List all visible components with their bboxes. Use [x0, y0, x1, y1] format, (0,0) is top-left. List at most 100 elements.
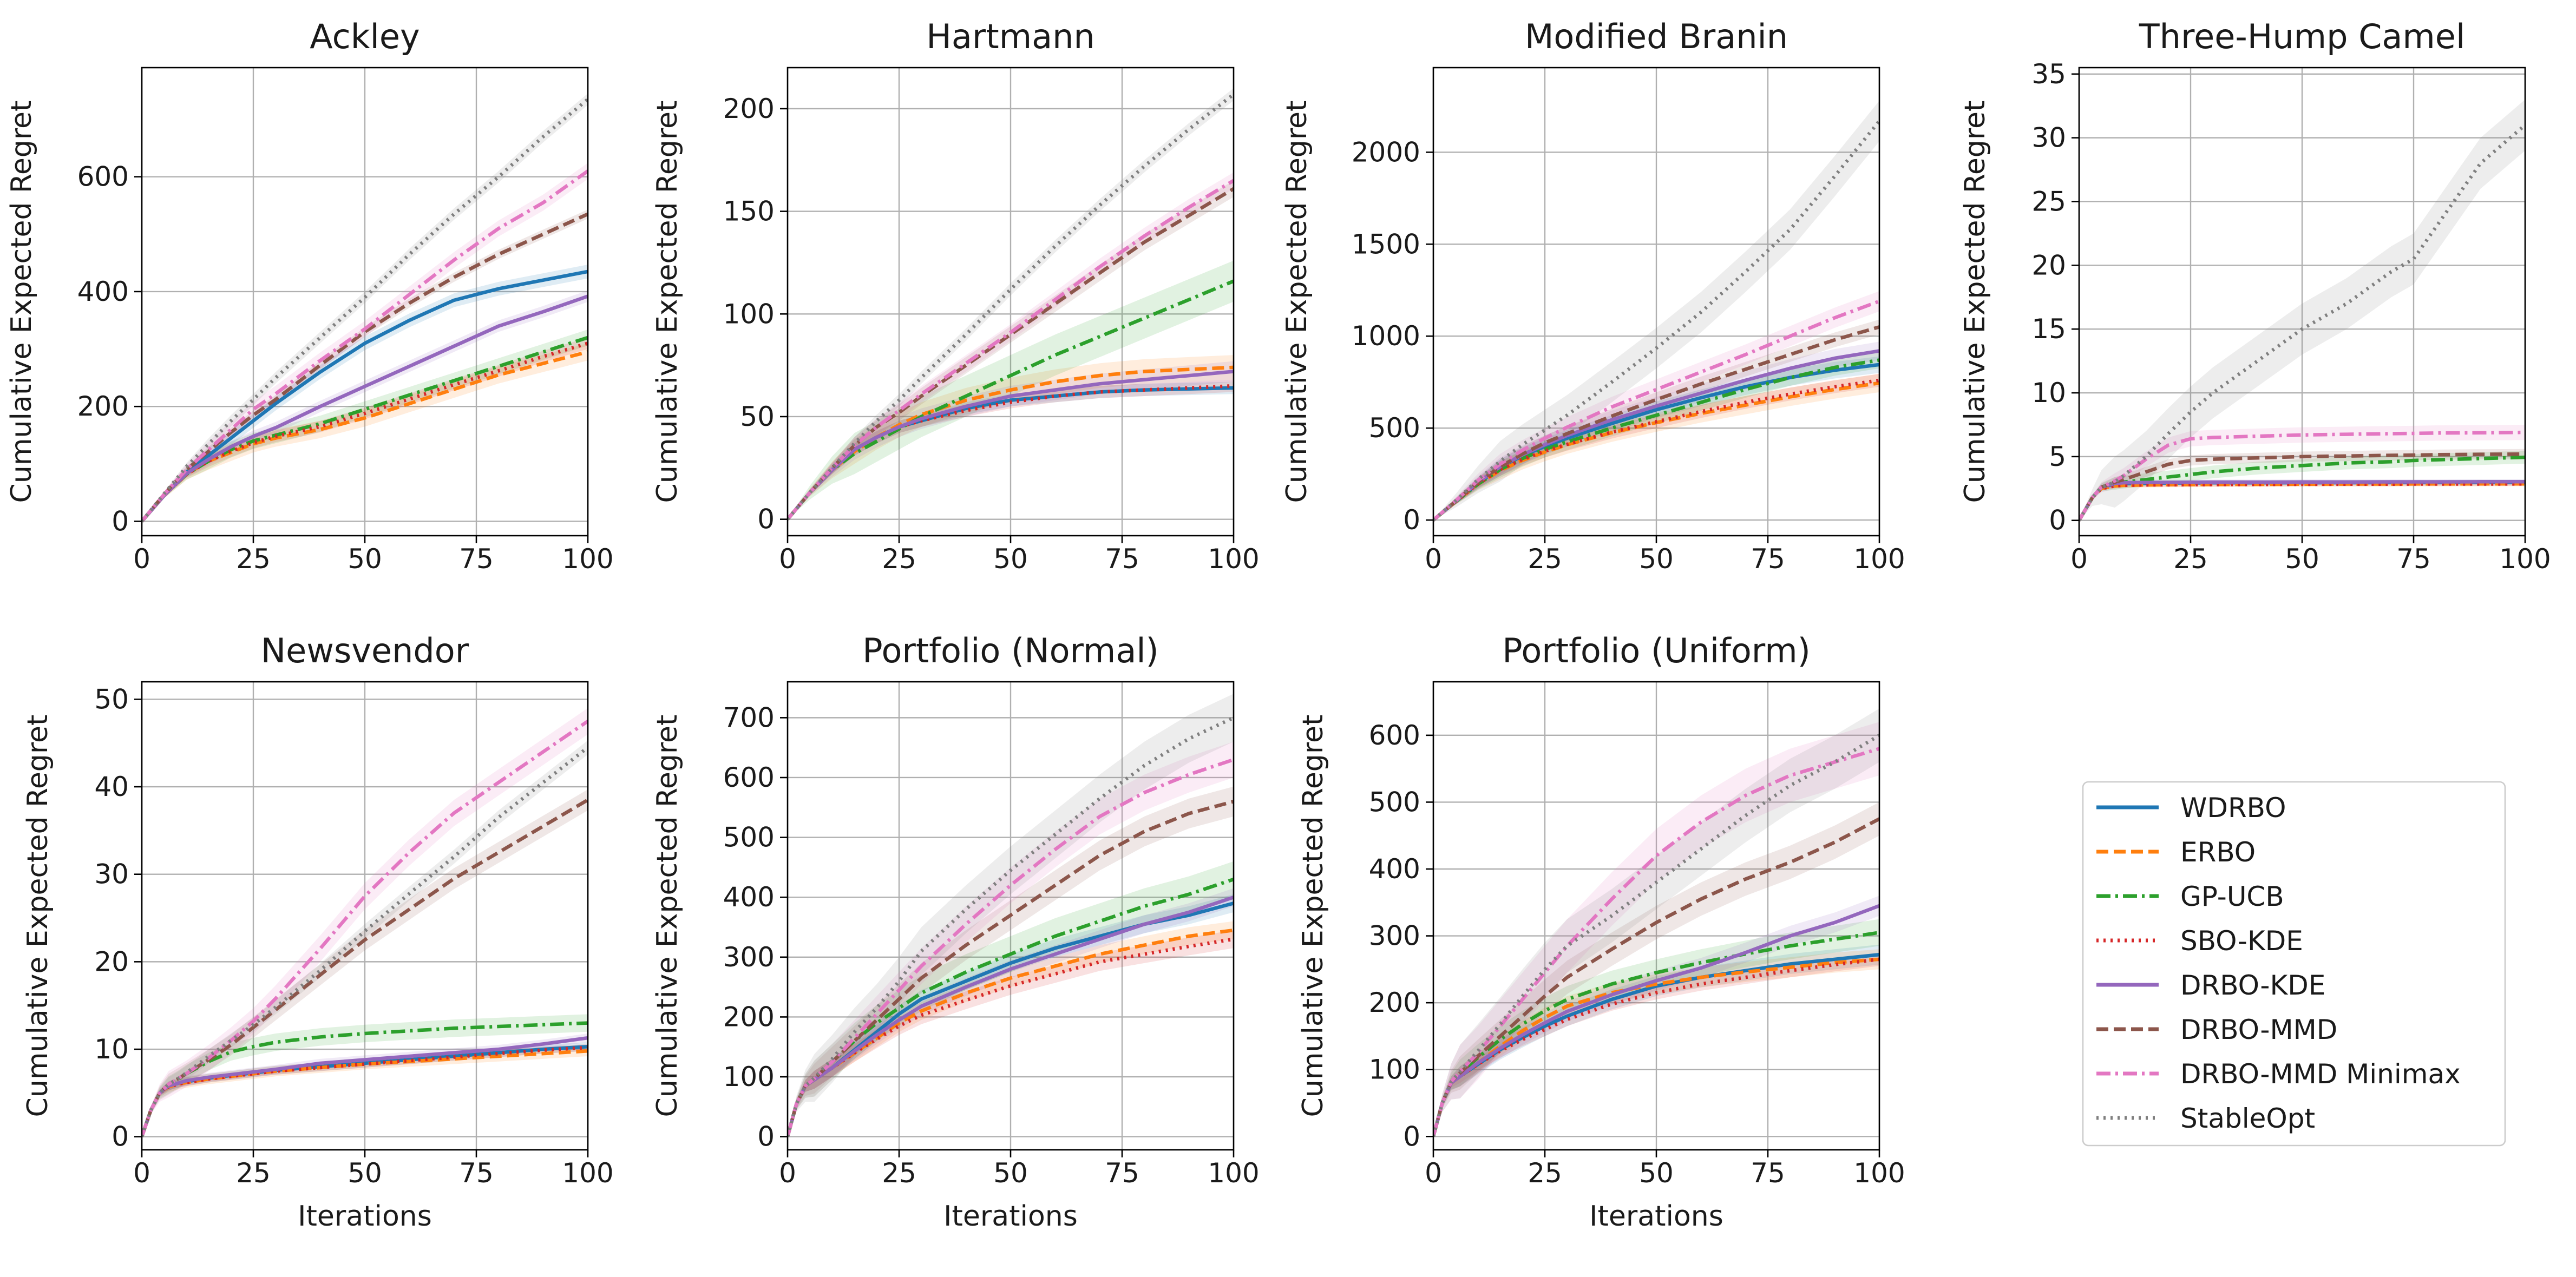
subplot-ackley: 0 25 50 75 100 0 200 400 600 Ackley Cumulative Exp…: [5, 17, 614, 575]
legend-frame: [2082, 781, 2506, 1147]
band-erbo: [142, 1045, 588, 1137]
y-tick-label: 0: [112, 1121, 129, 1153]
x-tick-label: 100: [1208, 543, 1259, 575]
x-tick-label: 75: [459, 1157, 494, 1189]
x-tick-label: 25: [236, 543, 271, 575]
band-drbo-mmd: [1433, 802, 1879, 1137]
band-stableopt: [142, 740, 588, 1137]
subplot-three-hump-camel: 0 25 50 75 100 0 5 10 15 20 25 30 35 Three-Hump Camel…: [1959, 17, 2551, 575]
band-wdrbo: [788, 894, 1234, 1137]
x-tick-label: 50: [348, 543, 382, 575]
x-tick-label: 25: [1528, 543, 1562, 575]
x-tick-label: 25: [882, 1157, 916, 1189]
band-sbo-kde: [1433, 952, 1879, 1137]
y-tick-label: 300: [1369, 920, 1420, 952]
y-tick-label: 0: [112, 505, 129, 537]
plot-area: [788, 88, 1234, 521]
y-tick-label: 35: [2031, 58, 2066, 90]
y-tick-label: 200: [723, 1001, 775, 1032]
y-tick-label: 200: [1369, 987, 1420, 1018]
series-line-drbo-mmd: [2079, 452, 2525, 522]
series-line-stableopt: [142, 97, 588, 523]
x-tick-label: 25: [236, 1157, 271, 1189]
x-axis-label: Iterations: [298, 1200, 432, 1233]
y-axis-label: Cumulative Expected Regret: [1297, 715, 1329, 1117]
y-tick-label: 0: [1403, 1121, 1420, 1152]
y-tick-label: 10: [2031, 377, 2066, 409]
x-tick-label: 50: [1639, 1157, 1674, 1189]
y-tick-label: 500: [723, 822, 775, 853]
subplot-hartmann: 0 25 50 75 100 0 50 100 150 200 Hartmann Cumulative…: [651, 17, 1260, 575]
y-tick-label: 0: [2049, 505, 2066, 536]
series-line-gp-ucb: [2079, 455, 2525, 522]
band-drbo-mmd: [788, 786, 1234, 1137]
x-axis-label: Iterations: [943, 1200, 1078, 1233]
x-tick-label: 0: [779, 1157, 796, 1189]
y-tick-label: 500: [1369, 412, 1420, 444]
y-tick-label: 2000: [1352, 136, 1420, 168]
x-tick-label: 25: [1528, 1157, 1562, 1189]
legend-label: StableOpt: [2180, 1103, 2315, 1134]
x-tick-label: 0: [779, 543, 796, 575]
legend: WDRBO ERBO GP-UCB SBO-KDE DRBO-KDE DRBO-MMD DR…: [2082, 781, 2506, 1147]
x-tick-label: 75: [1751, 543, 1785, 575]
y-tick-label: 100: [1369, 1054, 1420, 1085]
y-tick-label: 30: [2031, 122, 2066, 154]
series-line-sbo-kde: [1433, 957, 1879, 1137]
x-tick-label: 0: [133, 543, 150, 575]
y-tick-label: 0: [757, 504, 775, 535]
y-tick-label: 700: [723, 702, 775, 733]
subplot-title: Portfolio (Normal): [862, 631, 1158, 670]
y-axis-label: Cumulative Expected Regret: [1281, 101, 1313, 503]
y-tick-label: 0: [1403, 504, 1420, 536]
series-line-stableopt: [1433, 734, 1879, 1137]
band-drbo-mmd-minimax: [788, 741, 1234, 1137]
legend-label: ERBO: [2180, 837, 2256, 868]
y-tick-label: 0: [757, 1121, 775, 1153]
y-tick-label: 100: [723, 298, 775, 330]
legend-label: GP-UCB: [2180, 881, 2284, 912]
series-line-erbo: [142, 350, 588, 523]
x-tick-label: 0: [1425, 543, 1442, 575]
x-tick-label: 100: [562, 543, 613, 575]
y-tick-label: 200: [723, 93, 775, 124]
series-line-stableopt: [1433, 120, 1879, 522]
series-line-drbo-mmd-minimax: [788, 179, 1234, 521]
y-tick-label: 600: [1369, 720, 1420, 751]
y-tick-label: 30: [94, 859, 129, 890]
series-line-drbo-mmd-minimax: [2079, 430, 2525, 522]
x-tick-label: 50: [1639, 543, 1674, 575]
band-stableopt: [1433, 708, 1879, 1137]
band-sbo-kde: [788, 379, 1234, 519]
series-line-drbo-mmd: [1433, 817, 1879, 1137]
subplot-title: Ackley: [310, 17, 419, 56]
plot-area: [788, 694, 1234, 1137]
band-stableopt: [1433, 101, 1879, 521]
y-axis-label: Cumulative Expected Regret: [651, 101, 684, 503]
series-line-drbo-mmd-minimax: [142, 720, 588, 1137]
subplot-title: Modified Branin: [1525, 17, 1788, 56]
x-tick-label: 0: [1425, 1157, 1442, 1189]
y-tick-label: 400: [77, 276, 129, 307]
y-tick-label: 50: [94, 683, 129, 715]
x-tick-label: 100: [1853, 543, 1905, 575]
y-axis-label: Cumulative Expected Regret: [5, 101, 38, 503]
plot-area: [142, 708, 588, 1137]
subplot-portfolio-normal: 0 25 50 75 100 0 100 200 300 400 500 600 700 Portfoli…: [651, 631, 1260, 1233]
y-tick-label: 200: [77, 391, 129, 422]
x-tick-label: 50: [993, 543, 1028, 575]
plot-area: [142, 93, 588, 523]
y-tick-label: 400: [1369, 853, 1420, 885]
x-tick-label: 50: [993, 1157, 1028, 1189]
x-tick-label: 100: [562, 1157, 613, 1189]
subplot-title: Three-Hump Camel: [2139, 17, 2465, 56]
band-drbo-mmd: [788, 180, 1234, 519]
x-tick-label: 75: [2396, 543, 2431, 575]
x-tick-label: 75: [1105, 543, 1139, 575]
y-tick-label: 150: [723, 196, 775, 227]
y-tick-label: 600: [723, 762, 775, 793]
x-axis-label: Iterations: [1589, 1200, 1723, 1233]
y-axis-label: Cumulative Expected Regret: [22, 715, 54, 1117]
y-tick-label: 50: [740, 401, 775, 432]
